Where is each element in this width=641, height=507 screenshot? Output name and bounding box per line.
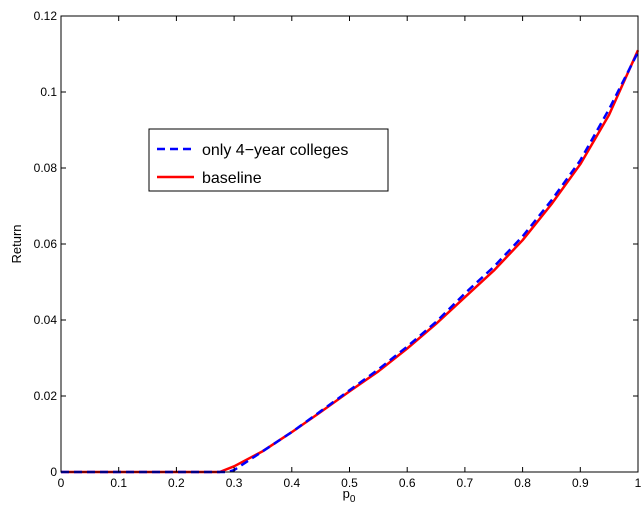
y-tick-labels: 0 0.02 0.04 0.06 0.08 0.1 0.12 [34, 9, 58, 479]
y-tick-label: 0.06 [34, 237, 58, 251]
y-tick-label: 0.02 [34, 389, 58, 403]
x-tick-label: 0.5 [341, 476, 358, 490]
y-tick-label: 0.08 [34, 161, 58, 175]
x-tick-label: 0.1 [110, 476, 127, 490]
x-tick-labels: 0 0.1 0.2 0.3 0.4 0.5 0.6 0.7 0.8 0.9 1 [58, 476, 641, 490]
x-tick-label: 0.6 [399, 476, 416, 490]
y-tick-label: 0.1 [40, 85, 57, 99]
x-tick-label: 0.7 [457, 476, 474, 490]
legend: only 4−year colleges baseline [148, 128, 389, 192]
legend-label-baseline: baseline [202, 170, 262, 187]
x-tick-label: 0.3 [226, 476, 243, 490]
legend-label-only-4-year-colleges: only 4−year colleges [202, 142, 348, 159]
y-tick-label: 0 [50, 465, 57, 479]
plot-area [61, 16, 638, 472]
x-axis-label: p0 [343, 486, 356, 505]
ticks-layer [60, 15, 639, 473]
x-tick-label: 0.4 [283, 476, 300, 490]
y-tick-label: 0.12 [34, 9, 58, 23]
y-tick-label: 0.04 [34, 313, 58, 327]
x-tick-label: 0.8 [514, 476, 531, 490]
x-tick-label: 1 [635, 476, 641, 490]
y-axis-label: Return [9, 224, 24, 263]
legend-box [148, 128, 389, 192]
x-tick-label: 0.9 [572, 476, 589, 490]
x-tick-label: 0.2 [168, 476, 185, 490]
x-tick-label: 0 [58, 476, 65, 490]
